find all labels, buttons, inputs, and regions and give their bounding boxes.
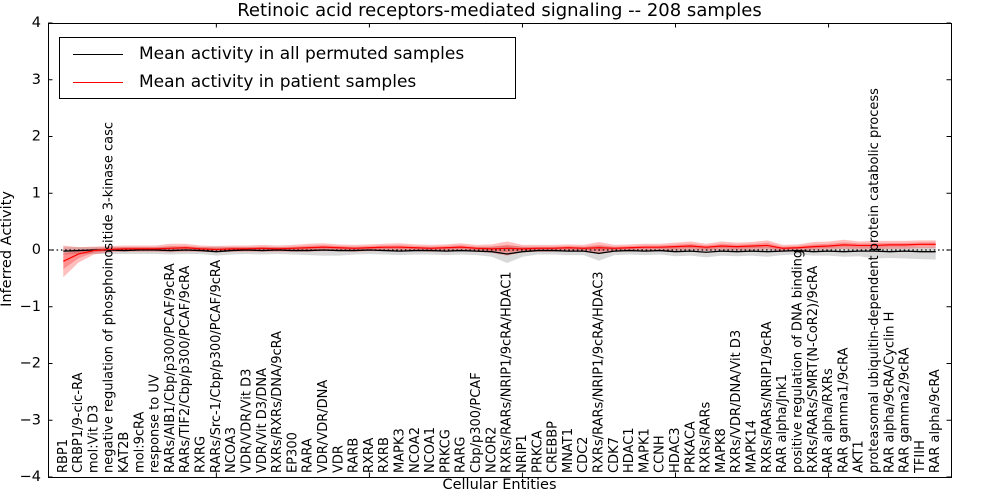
x-category-label: NCOA3 [224, 427, 239, 473]
x-category-label: RARA [301, 438, 316, 473]
chart-title: Retinoic acid receptors-mediated signali… [237, 0, 762, 21]
x-axis-label: Cellular Entities [442, 477, 557, 493]
x-category-label: mol:9cRA [132, 411, 147, 473]
x-category-label: MNAT1 [561, 428, 576, 473]
x-category-label: positive regulation of DNA binding [790, 250, 805, 473]
x-category-label: VDR [331, 445, 346, 473]
x-category-label: VDR/VDR/Vit D3 [239, 369, 254, 473]
x-category-label: CREBBP [546, 421, 561, 473]
x-category-label: RAR alpha/9cRA/Cyclin H [882, 312, 897, 473]
x-category-label: RARs/TIF2/Cbp/p300/PCAF/9cRA [178, 266, 193, 473]
x-category-label: RXRs/RARs/NRIP1/9cRA/HDAC3 [591, 271, 606, 473]
x-category-label: KAT2B [117, 432, 132, 473]
x-category-label: negative regulation of phosphoinositide … [102, 122, 117, 473]
x-category-label: CRBP1/9-cic-RA [71, 372, 86, 473]
x-category-label: RAR alpha/9cRA [928, 369, 943, 473]
x-category-label: RAR gamma1/9cRA [836, 347, 851, 473]
x-category-label: RAR alpha/Jnk1 [775, 374, 790, 473]
x-category-label: CDC2 [576, 437, 591, 473]
x-category-label: mol:Vit D3 [86, 405, 101, 473]
x-category-label: PRKCG [438, 429, 453, 473]
x-category-label: RXRs/RARs/NRIP1/9cRA/HDAC1 [500, 271, 515, 473]
y-axis-label: Inferred Activity [0, 191, 15, 307]
legend: Mean activity in all permuted samples Me… [59, 37, 516, 99]
x-category-label: proteasomal ubiquitin-dependent protein … [867, 88, 882, 473]
x-category-label: NCOA1 [423, 427, 438, 473]
x-category-label: RARB [347, 438, 362, 473]
x-category-label: RXRB [377, 437, 392, 473]
legend-line-red-icon [73, 81, 123, 83]
x-category-label: PRKACA [683, 421, 698, 473]
x-category-label: HDAC3 [668, 427, 683, 473]
x-category-label: RARG [454, 436, 469, 473]
x-category-label: VDR/VDR/DNA [316, 380, 331, 473]
x-category-label: NCOR2 [484, 427, 499, 473]
x-category-label: response to UV [148, 374, 163, 473]
x-category-label: NCOA2 [408, 427, 423, 473]
x-category-label: CDK7 [607, 437, 622, 473]
y-tick-label: 4 [32, 15, 41, 31]
x-category-label: MAPK8 [714, 428, 729, 473]
x-category-label: RXRG [194, 436, 209, 473]
legend-entry-permuted: Mean activity in all permuted samples [60, 44, 515, 64]
x-category-label: RXRA [362, 438, 377, 473]
x-category-label: RXRs/RXRs/DNA/9cRA [270, 331, 285, 473]
x-category-label: RAR alpha/RXRs [821, 368, 836, 473]
x-category-label: MAPK14 [745, 420, 760, 473]
y-tick-label: 0 [32, 242, 41, 258]
x-category-label: RXRs/RARs/SMRT(N-CoR2)/9cRA [806, 266, 821, 473]
x-category-label: RARs/Src-1/Cbp/p300/PCAF/9cRA [209, 260, 224, 473]
x-category-label: NRIP1 [515, 434, 530, 473]
x-category-label: RXRs/VDR/DNA/Vit D3 [729, 330, 744, 473]
y-tick-label: 3 [32, 72, 41, 88]
x-category-label: MAPK1 [637, 428, 652, 473]
line-permuted [63, 249, 936, 255]
x-category-label: HDAC1 [622, 427, 637, 473]
legend-label-patient: Mean activity in patient samples [139, 72, 417, 92]
y-tick-label: −4 [20, 469, 41, 485]
x-category-label: RAR gamma2/9cRA [898, 347, 913, 473]
y-tick-label: −1 [20, 299, 41, 315]
x-category-label: AKT1 [852, 440, 867, 473]
y-tick-label: −2 [20, 356, 41, 372]
y-tick-label: 1 [32, 185, 41, 201]
x-category-label: MAPK3 [393, 428, 408, 473]
y-tick-label: 2 [32, 129, 41, 145]
x-category-label: RXRs/RARs/NRIP1/9cRA [760, 321, 775, 473]
x-category-label: Cbp/p300/PCAF [469, 372, 484, 473]
x-category-label: PRKCA [530, 430, 545, 473]
x-category-label: EP300 [285, 432, 300, 473]
legend-entry-patient: Mean activity in patient samples [60, 72, 515, 92]
legend-line-black-icon [73, 53, 123, 55]
line-patient [63, 243, 936, 262]
x-category-label: TFIIH [913, 440, 928, 474]
y-tick-label: −3 [20, 412, 41, 428]
x-category-label: RBP1 [56, 439, 71, 473]
x-category-label: CCNH [653, 435, 668, 473]
x-category-label: VDR/Vit D3/DNA [255, 368, 270, 473]
legend-label-permuted: Mean activity in all permuted samples [139, 44, 465, 64]
x-category-label: RXRs/RARs [699, 401, 714, 473]
x-category-label: RARs/AIB1/Cbp/p300/PCAF/9cRA [163, 263, 178, 473]
